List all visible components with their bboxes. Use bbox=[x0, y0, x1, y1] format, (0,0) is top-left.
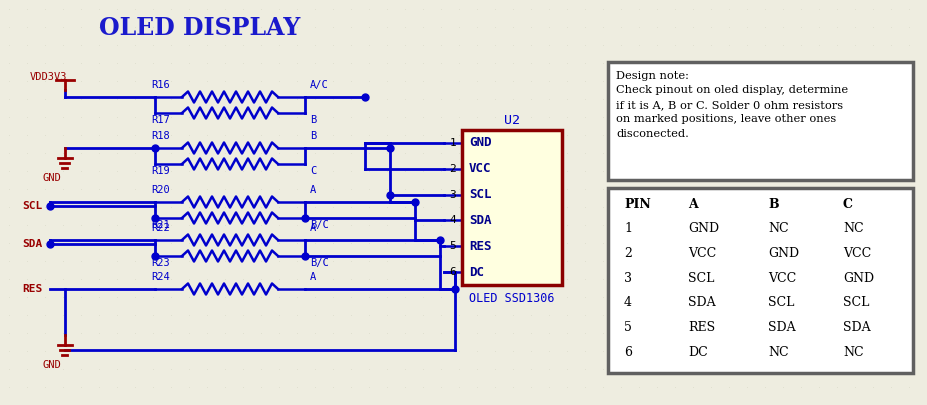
Text: SDA: SDA bbox=[768, 321, 795, 334]
Text: DC: DC bbox=[688, 345, 707, 358]
Text: A/C: A/C bbox=[310, 80, 329, 90]
Text: VCC: VCC bbox=[843, 247, 871, 260]
Text: 2: 2 bbox=[624, 247, 632, 260]
Text: C: C bbox=[310, 166, 316, 176]
Text: B/C: B/C bbox=[310, 220, 329, 230]
Text: SDA: SDA bbox=[469, 214, 491, 227]
Text: C: C bbox=[843, 198, 853, 211]
Text: VCC: VCC bbox=[469, 162, 491, 175]
Text: B/C: B/C bbox=[310, 258, 329, 268]
Text: RES: RES bbox=[469, 240, 491, 253]
Text: GND: GND bbox=[768, 247, 799, 260]
Text: 2: 2 bbox=[450, 164, 456, 174]
Text: VDD3V3: VDD3V3 bbox=[30, 72, 68, 82]
Text: R21: R21 bbox=[152, 220, 171, 230]
Text: OLED DISPLAY: OLED DISPLAY bbox=[99, 16, 300, 40]
Text: 5: 5 bbox=[450, 241, 456, 251]
Text: 1: 1 bbox=[624, 222, 632, 235]
Text: 4: 4 bbox=[450, 215, 456, 226]
Text: NC: NC bbox=[768, 222, 789, 235]
Text: RES: RES bbox=[688, 321, 715, 334]
Text: GND: GND bbox=[843, 271, 874, 284]
Text: SDA: SDA bbox=[843, 321, 870, 334]
Text: 5: 5 bbox=[624, 321, 632, 334]
Text: GND: GND bbox=[43, 173, 61, 183]
Text: SCL: SCL bbox=[22, 201, 43, 211]
Text: GND: GND bbox=[688, 222, 719, 235]
Text: SDA: SDA bbox=[22, 239, 43, 249]
Text: 3: 3 bbox=[624, 271, 632, 284]
Text: OLED SSD1306: OLED SSD1306 bbox=[469, 292, 554, 305]
Text: SCL: SCL bbox=[469, 188, 491, 201]
Text: 6: 6 bbox=[450, 267, 456, 277]
Text: VCC: VCC bbox=[688, 247, 717, 260]
Text: R23: R23 bbox=[152, 258, 171, 268]
Text: RES: RES bbox=[22, 284, 43, 294]
Text: A: A bbox=[310, 185, 316, 195]
Text: R18: R18 bbox=[152, 131, 171, 141]
Text: NC: NC bbox=[843, 222, 864, 235]
Text: 4: 4 bbox=[624, 296, 632, 309]
Text: 6: 6 bbox=[624, 345, 632, 358]
Text: Design note:
Check pinout on oled display, determine
if it is A, B or C. Solder : Design note: Check pinout on oled displa… bbox=[616, 71, 848, 139]
Text: U2: U2 bbox=[504, 113, 520, 126]
Text: NC: NC bbox=[768, 345, 789, 358]
Text: 3: 3 bbox=[450, 190, 456, 200]
Text: R20: R20 bbox=[152, 185, 171, 195]
Text: DC: DC bbox=[469, 266, 484, 279]
Text: SCL: SCL bbox=[688, 271, 715, 284]
Text: VCC: VCC bbox=[768, 271, 796, 284]
Text: B: B bbox=[310, 115, 316, 125]
Text: A: A bbox=[688, 198, 698, 211]
Text: R16: R16 bbox=[152, 80, 171, 90]
Text: 1: 1 bbox=[450, 138, 456, 148]
Bar bbox=[462, 130, 562, 285]
Text: GND: GND bbox=[469, 136, 491, 149]
Text: SDA: SDA bbox=[688, 296, 716, 309]
Text: GND: GND bbox=[43, 360, 61, 370]
Text: PIN: PIN bbox=[624, 198, 651, 211]
Text: SCL: SCL bbox=[843, 296, 870, 309]
Text: R19: R19 bbox=[152, 166, 171, 176]
Text: NC: NC bbox=[843, 345, 864, 358]
Bar bbox=[608, 62, 913, 180]
Bar bbox=[608, 188, 913, 373]
Text: R17: R17 bbox=[152, 115, 171, 125]
Text: R22: R22 bbox=[152, 223, 171, 233]
Text: SCL: SCL bbox=[768, 296, 794, 309]
Text: B: B bbox=[768, 198, 779, 211]
Text: A: A bbox=[310, 223, 316, 233]
Text: R24: R24 bbox=[152, 272, 171, 282]
Text: A: A bbox=[310, 272, 316, 282]
Text: B: B bbox=[310, 131, 316, 141]
